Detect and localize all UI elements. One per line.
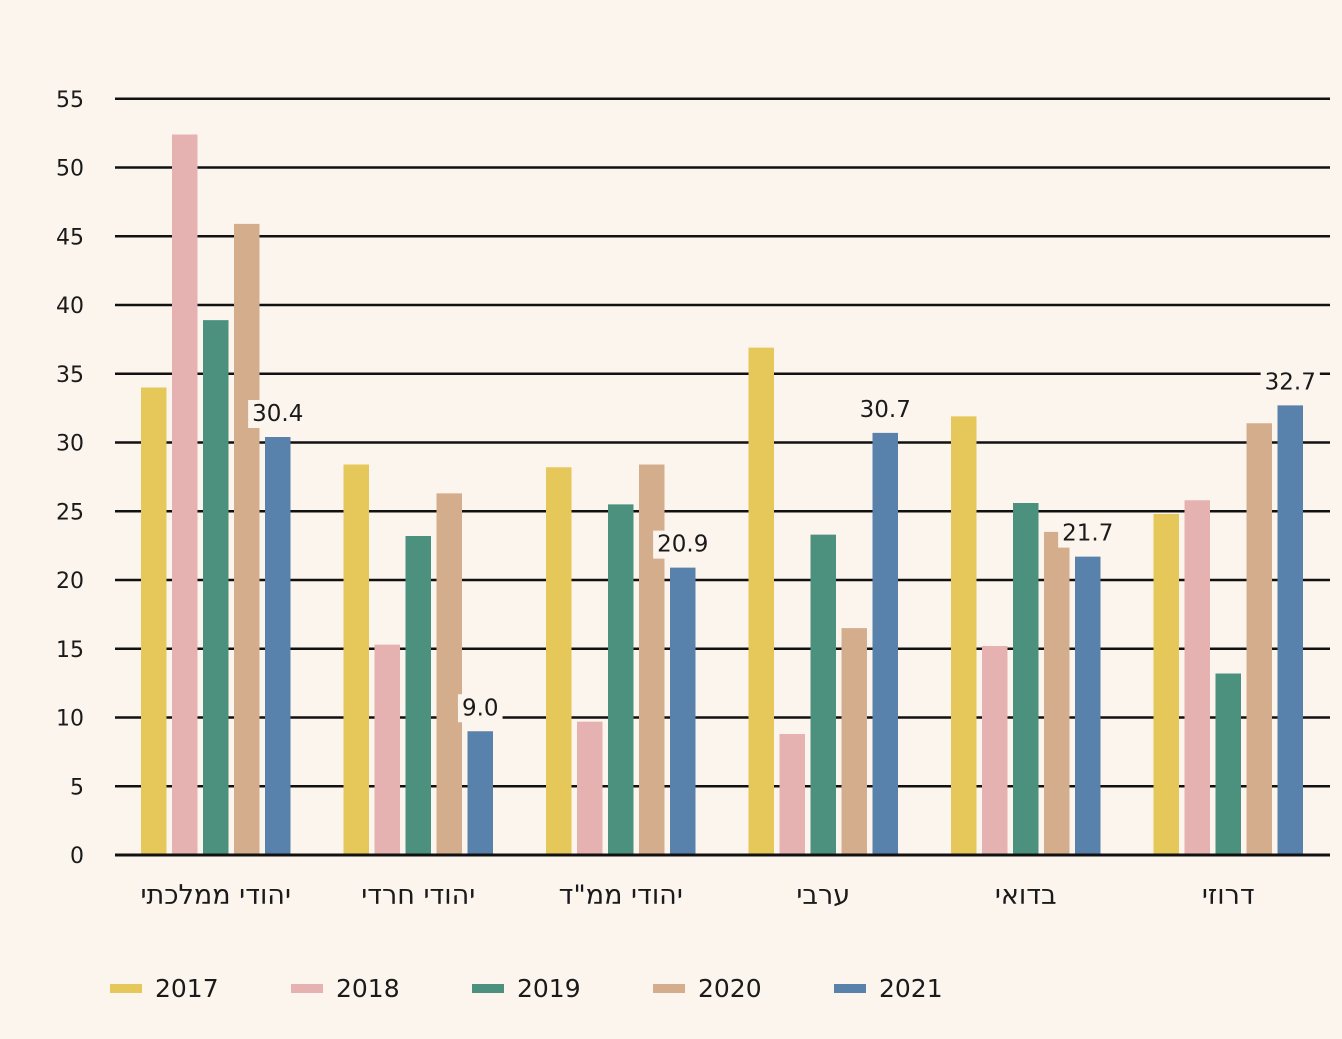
category-label: דרוזי [1202, 880, 1255, 911]
legend-label: 2020 [698, 974, 762, 1003]
y-tick-label: 30 [56, 432, 84, 457]
legend-label: 2017 [155, 974, 219, 1003]
bar-2017-1 [343, 464, 369, 855]
data-label-background [248, 400, 308, 428]
data-label: 9.0 [462, 695, 499, 721]
bar-2021-1 [467, 731, 493, 855]
bar-2021-3 [872, 432, 898, 855]
category-label: יהודי ממלכתי [141, 880, 291, 911]
data-label: 32.7 [1265, 369, 1316, 395]
y-tick-label: 50 [56, 157, 84, 182]
y-tick-label: 0 [70, 844, 84, 869]
bar-2020-2 [639, 464, 665, 855]
data-label-background [1058, 519, 1118, 548]
bar-2017-3 [748, 347, 774, 855]
category-label: יהודי ממ"ד [559, 880, 683, 911]
legend-label: 2019 [517, 974, 581, 1003]
legend-swatch-2017 [110, 984, 142, 993]
legend-swatch-2020 [653, 984, 685, 993]
y-tick-label: 20 [56, 569, 84, 594]
y-tick-label: 25 [56, 500, 84, 525]
legend-label: 2021 [879, 974, 943, 1003]
data-label-background [653, 530, 713, 559]
y-tick-label: 10 [56, 707, 84, 732]
bar-2021-2 [670, 567, 696, 855]
data-label: 21.7 [1062, 521, 1113, 547]
legend-label: 2018 [336, 974, 400, 1003]
data-label-background [457, 694, 503, 723]
category-label: ערבי [796, 880, 850, 911]
data-label-background [855, 395, 915, 424]
bar-2020-3 [841, 628, 867, 855]
bar-2021-4 [1075, 556, 1101, 855]
bar-2019-2 [608, 504, 634, 855]
y-tick-label: 40 [56, 294, 84, 319]
data-label: 20.9 [657, 532, 708, 558]
bar-2021-5 [1277, 405, 1303, 855]
data-label-background [1260, 368, 1320, 397]
y-tick-label: 45 [56, 225, 84, 250]
bar-2020-1 [436, 493, 462, 855]
category-label: יהודי חרדי [361, 880, 475, 911]
data-label: 30.4 [252, 401, 303, 427]
bar-2018-5 [1184, 500, 1210, 855]
bar-2018-4 [982, 646, 1008, 855]
y-tick-label: 55 [56, 88, 84, 113]
bar-2021-0 [265, 437, 291, 855]
bar-2017-5 [1153, 514, 1179, 855]
bar-2019-0 [203, 320, 229, 855]
legend-swatch-2021 [834, 984, 866, 993]
gridlines [115, 97, 1330, 857]
category-label: בדואי [995, 880, 1057, 911]
y-tick-label: 15 [56, 638, 84, 663]
bar-2018-3 [779, 734, 805, 855]
bar-2017-0 [141, 387, 167, 855]
legend-swatch-2019 [472, 984, 504, 993]
bar-2020-5 [1246, 423, 1272, 855]
bar-2019-1 [405, 536, 431, 855]
bar-2019-5 [1215, 673, 1241, 855]
bar-2018-2 [577, 721, 603, 855]
y-tick-label: 5 [70, 775, 84, 800]
bar-2019-3 [810, 534, 836, 855]
bar-2020-0 [234, 223, 260, 855]
legend-swatch-2018 [291, 984, 323, 993]
bar-2017-2 [546, 467, 572, 855]
data-label: 30.7 [860, 397, 911, 423]
y-tick-label: 35 [56, 363, 84, 388]
bar-2018-1 [374, 644, 400, 855]
bar-2019-4 [1013, 503, 1039, 855]
bar-2017-4 [951, 416, 977, 855]
bar-2018-0 [172, 134, 198, 855]
bar-2020-4 [1044, 531, 1070, 855]
